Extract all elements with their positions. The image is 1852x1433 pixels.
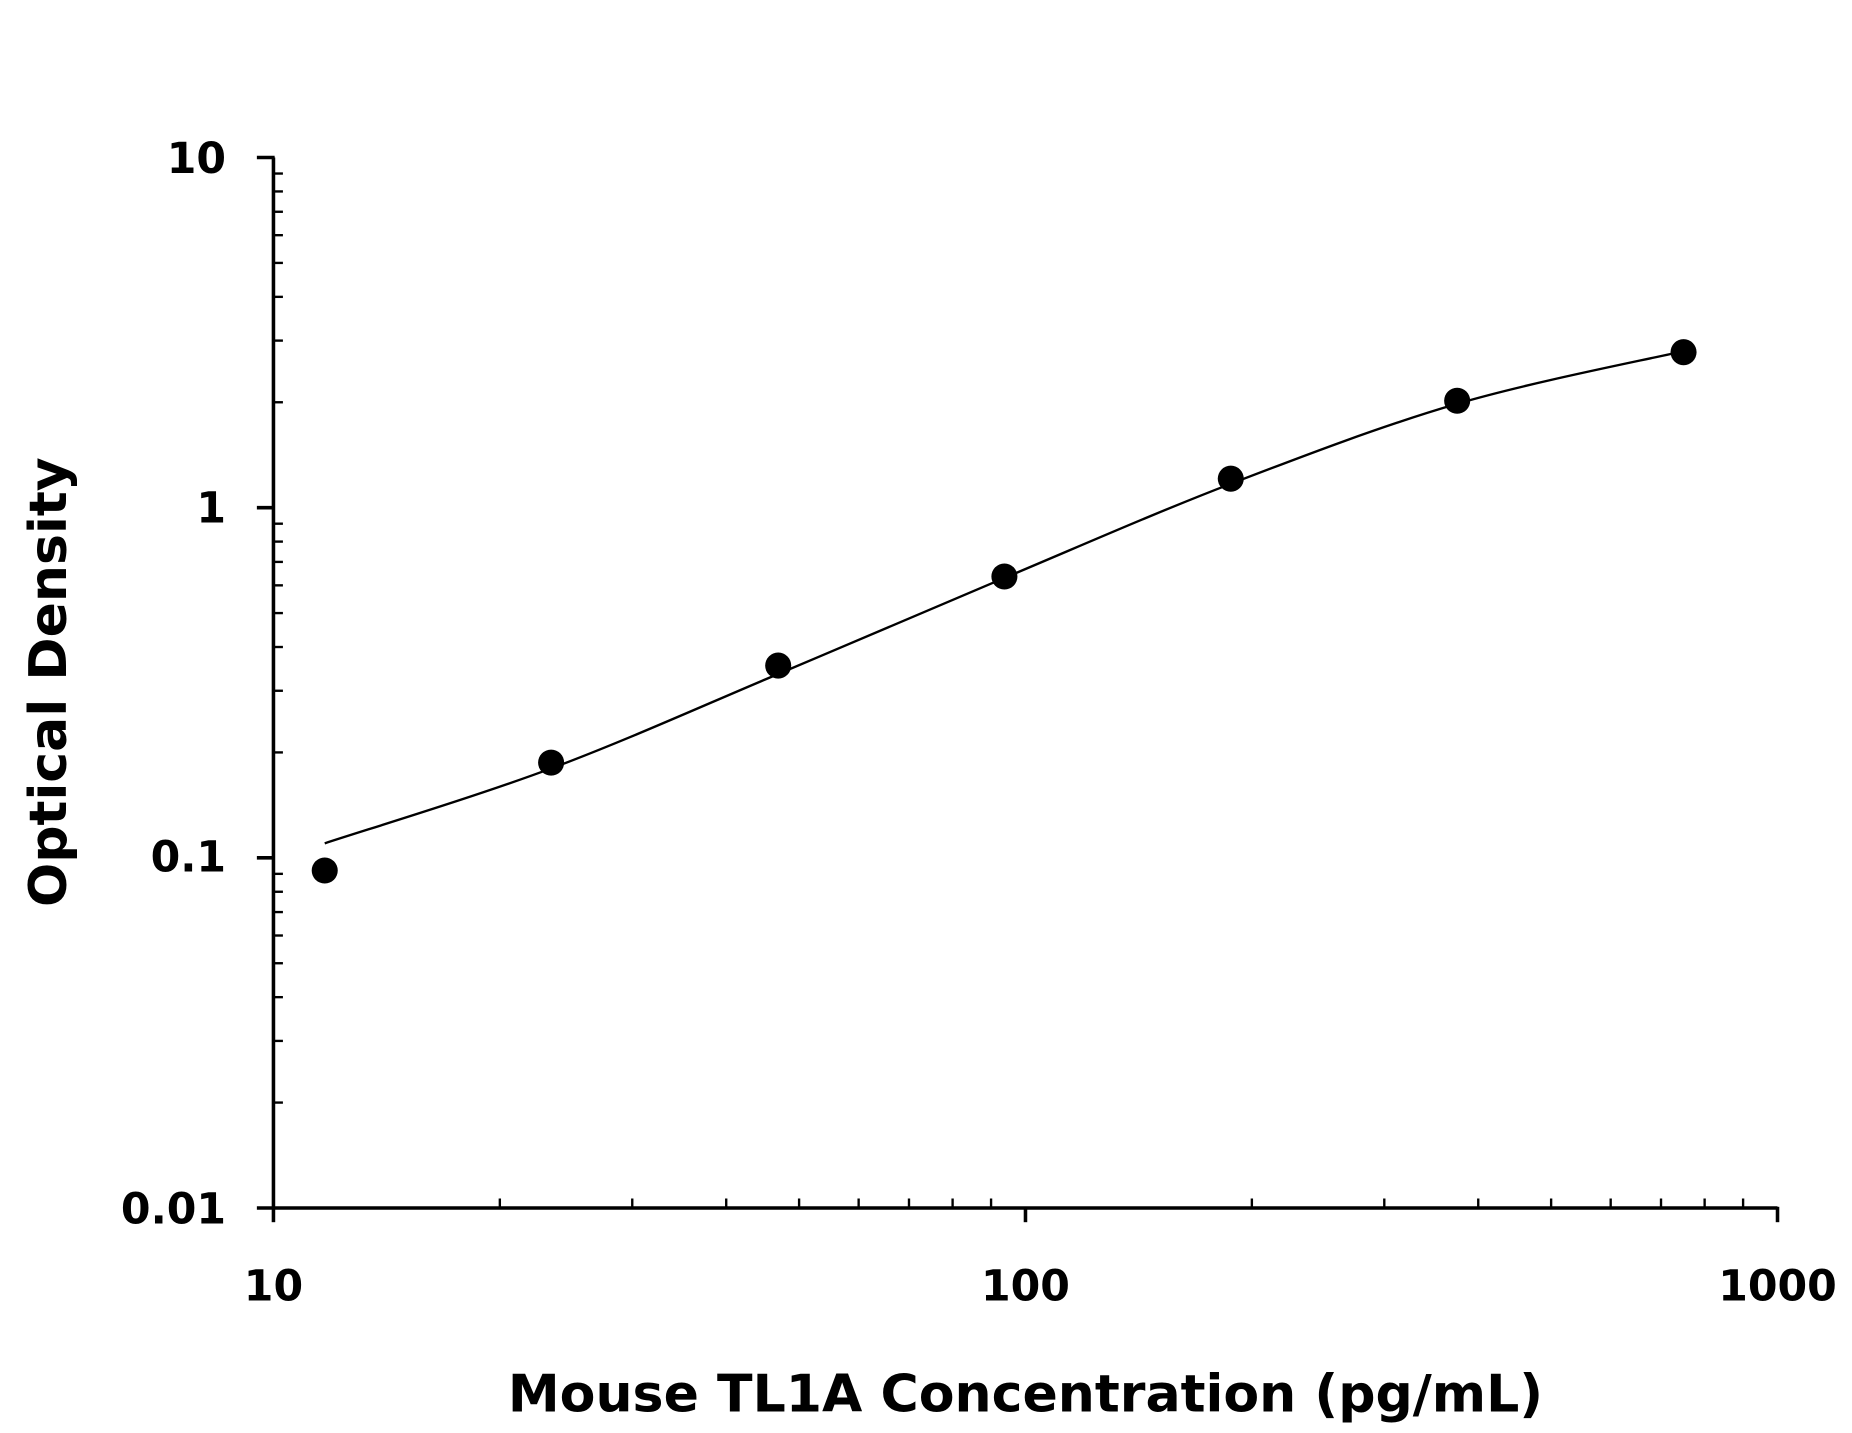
x-tick-label-10: 10 [244,1261,303,1311]
x-axis-title: Mouse TL1A Concentration (pg/mL) [508,1365,1543,1425]
data-point [538,749,565,776]
data-points [311,339,1697,884]
data-point [1217,465,1244,492]
y-tick-label-0.1: 0.1 [151,833,227,883]
y-tick-label-0.01: 0.01 [121,1184,226,1234]
data-point [765,652,792,679]
y-axis-title: Optical Density [19,457,79,907]
x-tick-label-1000: 1000 [1718,1261,1837,1311]
data-point [991,563,1018,590]
axes [256,155,1780,1223]
data-point [1670,339,1697,366]
tick-labels: 10 1 0.1 0.01 10 100 1000 [121,134,1837,1311]
y-tick-label-10: 10 [167,134,226,184]
x-tick-label-100: 100 [981,1261,1070,1311]
data-point [1444,387,1471,414]
y-tick-label-1: 1 [196,483,226,533]
data-point [311,857,338,884]
fit-curve [324,349,1684,845]
